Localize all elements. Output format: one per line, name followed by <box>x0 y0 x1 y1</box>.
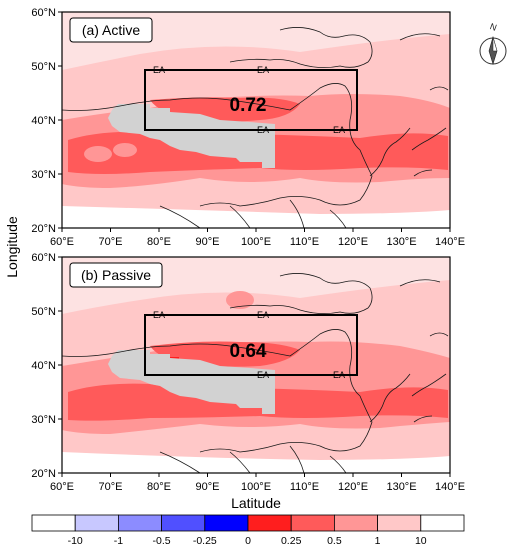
lon-tick-label: 140°E <box>435 481 465 493</box>
lon-tick-label: 130°E <box>386 481 416 493</box>
colorbar-swatch <box>420 514 465 532</box>
colorbar-label: -10 <box>68 535 83 547</box>
y-axis-label: Longitude <box>4 216 20 278</box>
lat-tick-label: 50°N <box>31 306 56 318</box>
colorbar-label: 1 <box>375 535 381 547</box>
x-axis-label: Latitude <box>231 495 281 511</box>
panel-label-box: (a) Active <box>69 17 153 43</box>
lat-tick-label: 60°N <box>31 7 56 19</box>
panel-map-field <box>61 257 450 474</box>
axis-ticks: 60°N50°N40°N30°N20°N60°E 70°E 80°E 90°E 100°… <box>31 7 465 493</box>
colorbar-swatch <box>333 514 378 532</box>
compass-icon: N <box>479 21 507 66</box>
panel-value: 0.64 <box>230 341 267 362</box>
lon-tick-label: 110°E <box>290 481 319 493</box>
lat-tick-label: 20°N <box>31 223 56 235</box>
lon-tick-label: 70°E <box>99 236 123 248</box>
lat-tick-label: 40°N <box>31 360 56 372</box>
lon-tick-label: 90°E <box>196 481 220 493</box>
lat-tick-label: 20°N <box>31 468 56 480</box>
colorbar-swatch <box>290 514 335 532</box>
panel-label: (b) Passive <box>81 267 151 283</box>
lon-tick-label: 100°E <box>241 481 271 493</box>
colorbar-label: 10 <box>415 535 427 547</box>
lon-tick-label: 120°E <box>338 236 368 248</box>
lon-tick-label: 70°E <box>99 481 123 493</box>
colorbar-swatch <box>247 514 292 532</box>
ea-label-bottom-right: EA <box>333 125 345 135</box>
lon-tick-label: 120°E <box>338 481 368 493</box>
lat-tick-label: 50°N <box>31 61 56 73</box>
colorbar-swatch <box>377 514 422 532</box>
ea-label-top-left: EA <box>153 65 165 75</box>
panel-label: (a) Active <box>82 22 141 38</box>
ea-label-top-right: EA <box>257 310 269 320</box>
lon-tick-label: 130°E <box>386 236 416 248</box>
lon-tick-label: 60°E <box>50 481 74 493</box>
panel-map-field <box>61 12 450 229</box>
lat-tick-label: 40°N <box>31 115 56 127</box>
colorbar-label: -0.5 <box>153 535 171 547</box>
lat-tick-label: 30°N <box>31 169 56 181</box>
colorbar-swatch <box>161 514 206 532</box>
lon-tick-label: 140°E <box>435 236 465 248</box>
colorbar-swatch <box>118 514 163 532</box>
ea-label-bottom-mid: EA <box>257 125 269 135</box>
colorbar: -10 -1 -0.5 -0.25 0 0.25 0.5 1 10 <box>31 514 465 547</box>
colorbar-label: 0 <box>245 535 251 547</box>
colorbar-label: 0.5 <box>327 535 342 547</box>
panel-label-box: (b) Passive <box>69 262 163 288</box>
ea-label-bottom-mid: EA <box>257 370 269 380</box>
lon-tick-label: 80°E <box>147 236 171 248</box>
lat-tick-label: 60°N <box>31 252 56 264</box>
ea-label-top-left: EA <box>153 310 165 320</box>
colorbar-swatch <box>204 514 249 532</box>
panel-value: 0.72 <box>230 95 267 116</box>
colorbar-label: -1 <box>114 535 123 547</box>
ea-label-bottom-right: EA <box>333 370 345 380</box>
lon-tick-label: 60°E <box>50 236 74 248</box>
ea-region-box <box>144 314 358 376</box>
panel-passive: EA EA EA EA (b) Passive 0.64 <box>61 256 451 474</box>
north-arrow-letter: N <box>489 21 499 33</box>
lon-tick-label: 110°E <box>290 236 319 248</box>
panel-active: EA EA EA EA (a) Active 0.72 <box>61 11 451 229</box>
ea-region-box <box>144 69 358 131</box>
lon-tick-label: 90°E <box>196 236 220 248</box>
lon-tick-label: 100°E <box>241 236 271 248</box>
lat-tick-label: 30°N <box>31 414 56 426</box>
ea-label-top-right: EA <box>257 65 269 75</box>
lon-tick-label: 80°E <box>147 481 171 493</box>
colorbar-swatch <box>31 514 76 532</box>
colorbar-label: -0.25 <box>193 535 217 547</box>
colorbar-label: 0.25 <box>281 535 302 547</box>
colorbar-swatch <box>74 514 119 532</box>
